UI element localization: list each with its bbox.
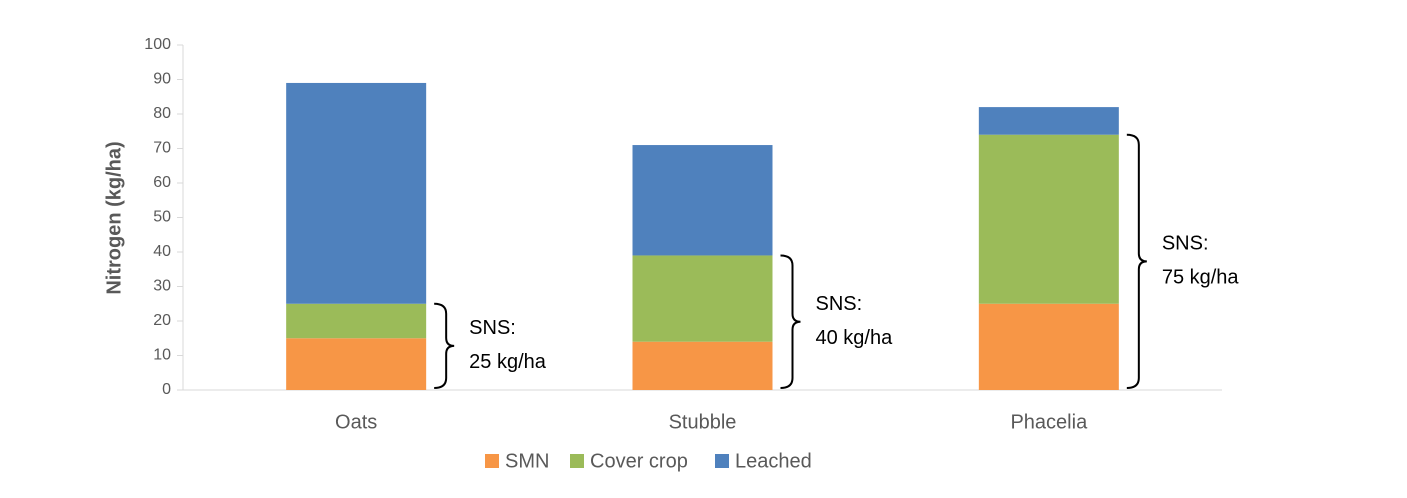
y-tick-label: 40 [153,243,171,260]
y-tick-label: 10 [153,347,171,364]
brace [1126,133,1147,389]
bar-segment [632,255,773,342]
legend-swatch [715,454,729,468]
y-tick-label: 50 [153,209,171,226]
y-tick-label: 90 [153,71,171,88]
annotation: SNS: [816,293,863,315]
y-tick-label: 80 [153,105,171,122]
bar-segment [286,82,427,304]
legend-label: Cover crop [590,450,688,472]
brace [780,254,801,389]
y-tick-label: 0 [162,381,171,398]
bar-segment [286,303,427,339]
y-axis-label: Nitrogen (kg/ha) [103,141,125,294]
legend-label: Leached [735,450,812,472]
legend-swatch [570,454,584,468]
bar-segment [632,341,773,390]
annotation: 75 kg/ha [1162,267,1240,289]
annotation: 40 kg/ha [816,327,894,349]
y-tick-label: 20 [153,312,171,329]
bar-segment [978,107,1119,135]
y-tick-label: 100 [144,36,171,53]
x-tick-label: Phacelia [1010,411,1088,433]
bar-segment [978,134,1119,304]
y-tick-label: 30 [153,278,171,295]
y-tick-label: 60 [153,174,171,191]
annotation: 25 kg/ha [469,351,547,373]
bar-segment [978,303,1119,390]
bar-segment [286,338,427,390]
y-tick-label: 70 [153,140,171,157]
brace [434,302,455,389]
x-tick-label: Oats [335,411,377,433]
legend-swatch [485,454,499,468]
legend-label: SMN [505,450,549,472]
x-tick-label: Stubble [669,411,737,433]
annotation: SNS: [469,317,516,339]
annotation: SNS: [1162,233,1209,255]
bar-segment [632,145,773,256]
